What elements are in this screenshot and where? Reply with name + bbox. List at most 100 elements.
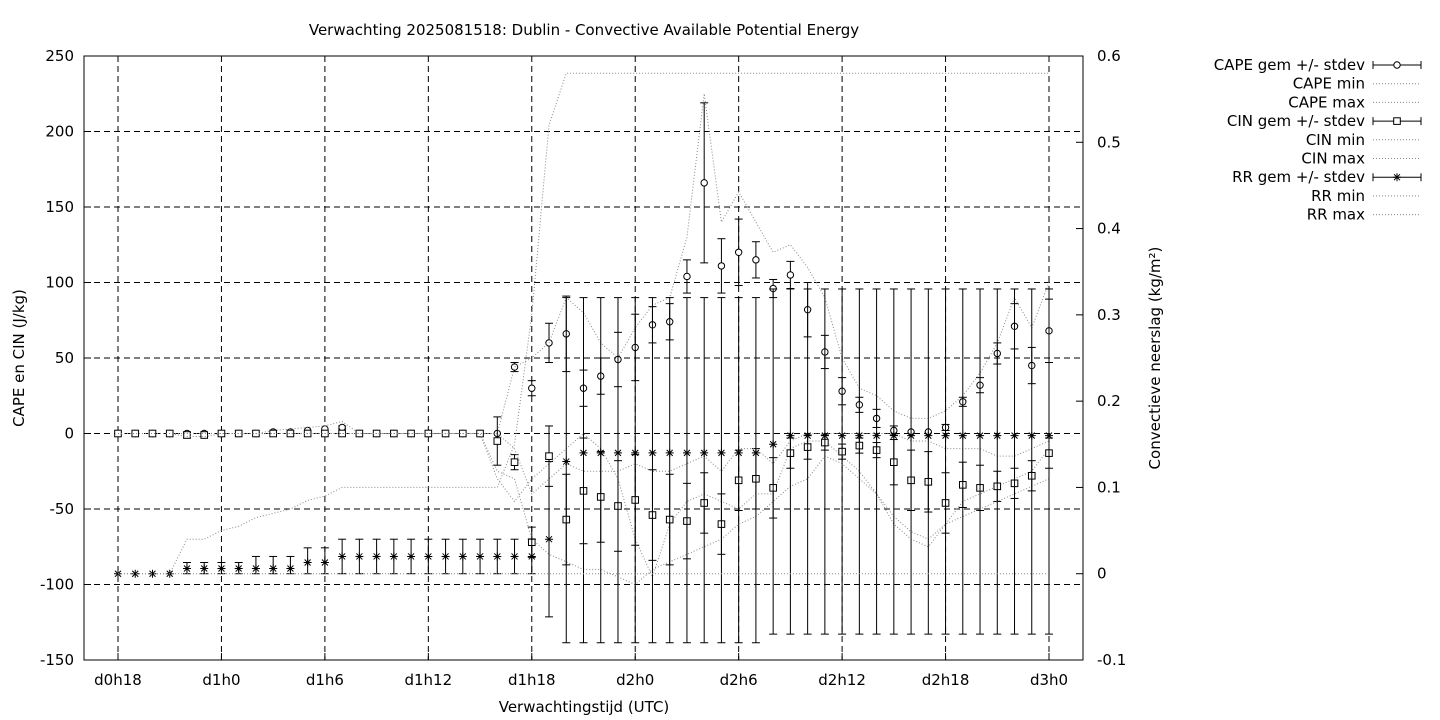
x-tick-label: d1h12: [404, 671, 452, 689]
data-point: [751, 448, 760, 457]
data-point: [200, 431, 209, 439]
x-tick-label: d3h0: [1030, 671, 1068, 689]
data-point: [200, 564, 209, 573]
x-tick-label: d1h6: [306, 671, 344, 689]
legend-label: RR min: [1311, 187, 1365, 205]
data-point: [752, 256, 760, 264]
data-point: [976, 431, 985, 440]
data-point: [527, 552, 536, 561]
data-point: [683, 272, 691, 281]
data-point: [320, 558, 329, 567]
data-point: [303, 558, 312, 567]
y2-tick-label: 0.5: [1097, 133, 1121, 151]
y2-tick-label: 0.6: [1097, 47, 1121, 65]
legend-marker: [1393, 61, 1401, 69]
data-point: [269, 564, 278, 573]
legend-label: CIN min: [1306, 131, 1365, 149]
legend-item: CAPE gem +/- stdev: [1214, 56, 1422, 74]
data-point: [545, 535, 554, 544]
x-tick-label: d1h0: [202, 671, 240, 689]
legend-item: CIN min: [1306, 131, 1421, 149]
data-point: [958, 431, 967, 440]
data-point: [510, 458, 519, 466]
x-tick-label: d2h12: [818, 671, 866, 689]
data-point: [786, 271, 795, 279]
data-point: [872, 431, 881, 440]
x-tick-label: d2h6: [720, 671, 758, 689]
y2-tick-label: 0: [1097, 565, 1107, 583]
legend-item: CIN max: [1301, 150, 1421, 168]
data-point: [889, 431, 898, 440]
data-point: [251, 564, 260, 573]
data-point: [993, 431, 1002, 440]
legend-item: RR max: [1307, 206, 1421, 224]
data-point: [183, 431, 191, 439]
legend-label: CIN max: [1301, 150, 1365, 168]
legend-label: CAPE gem +/- stdev: [1214, 56, 1365, 74]
data-point: [717, 448, 726, 457]
data-point: [665, 448, 674, 457]
data-point: [528, 384, 536, 392]
data-point: [493, 437, 502, 445]
data-point: [700, 179, 708, 187]
data-point: [579, 448, 588, 457]
legend-label: RR gem +/- stdev: [1232, 168, 1365, 186]
data-point: [838, 431, 847, 440]
series-layer: [114, 72, 1053, 644]
data-point: [1027, 431, 1036, 440]
y-tick-label: 50: [55, 349, 74, 367]
data-point: [734, 248, 743, 257]
data-point: [510, 552, 519, 561]
legend-item: CIN gem +/- stdev: [1227, 112, 1422, 130]
x-axis-label: Verwachtingstijd (UTC): [499, 698, 670, 716]
data-point: [441, 552, 450, 561]
data-point: [131, 429, 140, 438]
data-point: [286, 564, 295, 573]
y2-tick-label: 0.2: [1097, 392, 1121, 410]
legend-item: CAPE min: [1293, 75, 1421, 93]
data-point: [596, 448, 605, 457]
data-point: [907, 431, 916, 440]
y2-tick-label: -0.1: [1097, 651, 1126, 669]
data-point: [286, 429, 295, 438]
series-rr-gem-stdev: [114, 288, 1053, 644]
data-point: [458, 552, 467, 561]
x-tick-label: d2h0: [616, 671, 654, 689]
y-tick-label: -100: [40, 576, 74, 594]
data-point: [648, 448, 657, 457]
data-point: [338, 552, 347, 561]
data-point: [493, 552, 502, 561]
y-tick-label: 200: [45, 123, 74, 141]
data-point: [338, 423, 346, 432]
y-tick-label: 250: [45, 47, 74, 65]
data-point: [355, 552, 364, 561]
y-tick-label: -50: [50, 500, 75, 518]
legend-item: CAPE max: [1288, 93, 1421, 111]
data-point: [941, 431, 950, 440]
data-point: [562, 457, 571, 466]
data-point: [682, 448, 691, 457]
data-point: [407, 552, 416, 561]
y-tick-label: -150: [40, 651, 74, 669]
legend-item: RR gem +/- stdev: [1232, 168, 1422, 186]
data-point: [131, 569, 140, 578]
data-point: [148, 569, 157, 578]
y-tick-label: 0: [64, 425, 74, 443]
data-point: [424, 429, 433, 438]
data-point: [769, 440, 778, 449]
data-point: [803, 431, 812, 440]
data-point: [217, 429, 226, 438]
data-point: [1010, 431, 1019, 440]
legend-label: CAPE min: [1293, 75, 1365, 93]
data-point: [372, 552, 381, 561]
data-point: [734, 448, 743, 457]
data-point: [476, 429, 484, 438]
y-tick-label: 100: [45, 274, 74, 292]
data-point: [355, 429, 364, 438]
data-point: [148, 429, 157, 438]
x-tick-label: d0h18: [94, 671, 142, 689]
data-point: [631, 448, 640, 457]
data-point: [613, 448, 622, 457]
